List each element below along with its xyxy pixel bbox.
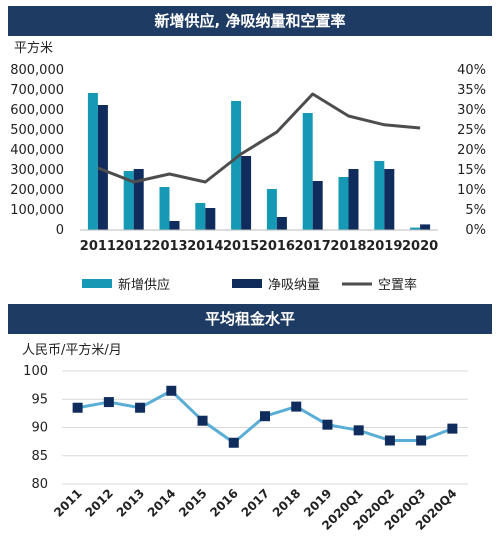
- y2-tick-label: 20%: [457, 143, 486, 158]
- legend-swatch: [82, 279, 112, 288]
- y2-tick-label: 5%: [465, 203, 486, 218]
- vacancy-rate-line: [97, 92, 421, 184]
- rent-marker: [166, 385, 177, 396]
- rent-marker: [416, 435, 427, 446]
- bar: [159, 187, 170, 230]
- bar: [123, 171, 134, 230]
- bar: [87, 93, 98, 230]
- x-tick-label: 2013: [114, 486, 148, 520]
- y-tick-label: 95: [31, 392, 48, 407]
- x-tick-label: 2017: [239, 486, 273, 520]
- rent-marker: [353, 425, 364, 436]
- legend-label: 净吸纳量: [268, 278, 320, 293]
- y-tick-label: 100,000: [10, 203, 64, 218]
- x-tick-label: 2012: [82, 486, 116, 520]
- supply-absorption-vacancy-chart: 平方米 0 100,000 200,000 300,000 400,000 500,000 6…: [10, 40, 486, 293]
- legend-item: 空置率: [342, 277, 417, 293]
- bar: [374, 161, 385, 230]
- legend-label: 空置率: [378, 277, 417, 293]
- bar: [133, 169, 144, 230]
- y-axis-title: 平方米: [14, 40, 53, 56]
- rent-marker: [197, 415, 208, 426]
- y-axis-title: 人民币/平方米/月: [22, 342, 122, 358]
- x-tick-label: 2016: [259, 239, 295, 254]
- average-rent-chart: 人民币/平方米/月 80 85 90 95 100 20112012201320142015…: [22, 342, 468, 533]
- y2-tick-label: 15%: [457, 163, 486, 178]
- bar: [276, 217, 287, 230]
- y2-tick-label: 35%: [457, 83, 486, 98]
- y-tick-label: 500,000: [10, 123, 64, 138]
- bar: [348, 169, 359, 230]
- x-tick-label: 2017: [295, 239, 331, 254]
- y-tick-label: 100: [23, 364, 48, 379]
- x-tick-label: 2011: [51, 486, 85, 520]
- bar: [384, 169, 395, 230]
- bar: [410, 227, 421, 230]
- y2-tick-label: 25%: [457, 123, 486, 138]
- y2-tick-label: 10%: [457, 183, 486, 198]
- x-tick-label: 2012: [116, 239, 152, 254]
- rent-marker: [135, 402, 146, 413]
- y2-tick-label: 0%: [465, 223, 486, 238]
- bar: [195, 203, 206, 230]
- x-tick-label: 2018: [330, 239, 366, 254]
- y-tick-label: 700,000: [10, 83, 64, 98]
- x-tick-label: 2011: [80, 239, 116, 254]
- y2-tick-label: 30%: [457, 103, 486, 118]
- legend-item: 新增供应: [82, 277, 170, 293]
- bar: [169, 221, 180, 230]
- bar: [231, 101, 242, 230]
- rent-marker: [384, 435, 395, 446]
- rent-marker: [322, 419, 333, 430]
- x-tick-label: 2016: [207, 486, 241, 520]
- y-tick-label: 300,000: [10, 163, 64, 178]
- x-tick-label: 2015: [223, 239, 259, 254]
- bar: [266, 189, 277, 230]
- bar: [205, 208, 216, 230]
- legend-label: 新增供应: [118, 277, 170, 293]
- chart1-title-banner: 新增供应, 净吸纳量和空置率: [8, 6, 492, 36]
- legend-item: 净吸纳量: [232, 278, 320, 293]
- x-tick-label: 2019: [366, 239, 402, 254]
- rent-marker: [72, 402, 83, 413]
- y-tick-label: 400,000: [10, 143, 64, 158]
- x-tick-label: 2014: [145, 486, 179, 520]
- y2-tick-label: 40%: [457, 63, 486, 78]
- rent-marker: [291, 401, 302, 412]
- x-tick-label: 2018: [270, 486, 304, 520]
- bar: [420, 224, 431, 230]
- bar: [338, 177, 349, 230]
- legend-swatch: [232, 279, 262, 288]
- legend: 新增供应 净吸纳量 空置率: [82, 277, 417, 293]
- y-tick-label: 600,000: [10, 103, 64, 118]
- y-tick-label: 85: [31, 449, 48, 464]
- rent-marker: [103, 397, 114, 408]
- rent-marker: [228, 437, 239, 448]
- x-tick-label: 2014: [187, 239, 223, 254]
- bar: [312, 181, 323, 230]
- rent-marker: [447, 423, 458, 434]
- x-tick-label: 2013: [151, 239, 187, 254]
- x-tick-label: 2020: [402, 239, 438, 254]
- y-tick-label: 200,000: [10, 183, 64, 198]
- bar: [97, 105, 108, 230]
- y-tick-label: 0: [56, 223, 64, 238]
- y-tick-label: 90: [31, 421, 48, 436]
- bar: [302, 113, 313, 230]
- y-tick-label: 80: [31, 477, 48, 492]
- y-tick-label: 800,000: [10, 63, 64, 78]
- bar: [241, 156, 252, 230]
- rent-marker: [260, 411, 270, 422]
- x-tick-label: 2015: [176, 486, 210, 520]
- chart2-title-banner: 平均租金水平: [8, 304, 492, 334]
